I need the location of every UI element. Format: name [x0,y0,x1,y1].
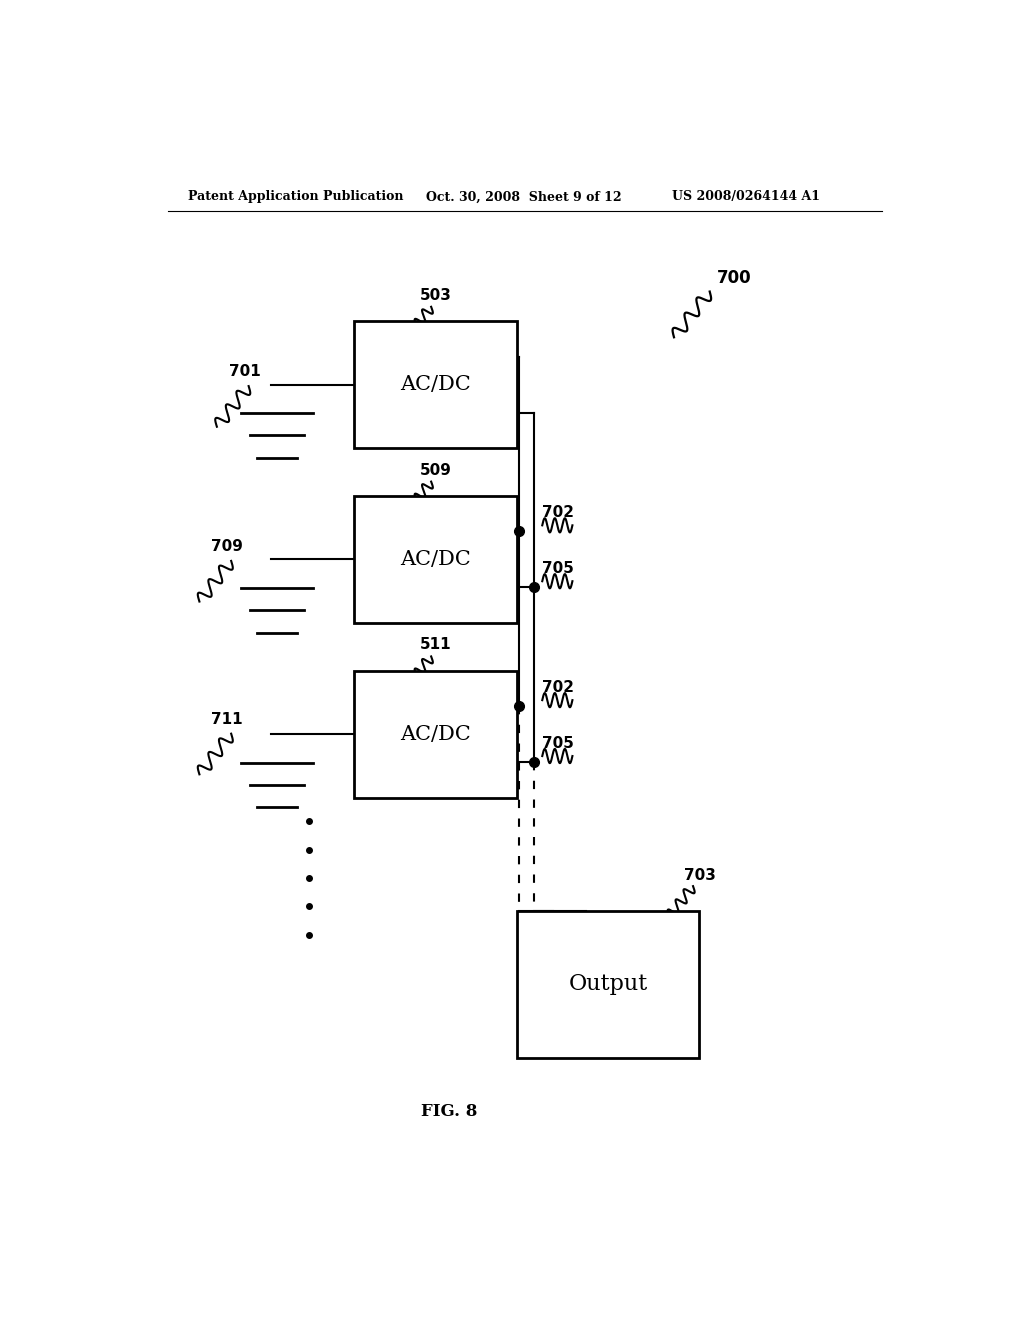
Bar [354,671,517,797]
Text: AC/DC: AC/DC [400,375,471,395]
Text: 711: 711 [211,711,243,727]
Text: 511: 511 [420,638,452,652]
Text: Output: Output [568,973,648,995]
Text: 709: 709 [211,539,244,554]
Text: AC/DC: AC/DC [400,550,471,569]
Text: Patent Application Publication: Patent Application Publication [187,190,403,203]
Bar [354,321,517,447]
Text: 703: 703 [684,869,716,883]
Text: 701: 701 [228,364,260,379]
Text: 509: 509 [420,462,452,478]
Text: 503: 503 [420,288,452,302]
Bar [354,496,517,623]
Text: 705: 705 [543,561,574,576]
Bar [517,911,699,1057]
Text: US 2008/0264144 A1: US 2008/0264144 A1 [672,190,819,203]
Text: 705: 705 [543,737,574,751]
Text: 700: 700 [717,269,752,288]
Text: Oct. 30, 2008  Sheet 9 of 12: Oct. 30, 2008 Sheet 9 of 12 [426,190,622,203]
Text: 702: 702 [543,506,574,520]
Text: 702: 702 [543,680,574,696]
Text: AC/DC: AC/DC [400,725,471,743]
Text: FIG. 8: FIG. 8 [421,1102,477,1119]
